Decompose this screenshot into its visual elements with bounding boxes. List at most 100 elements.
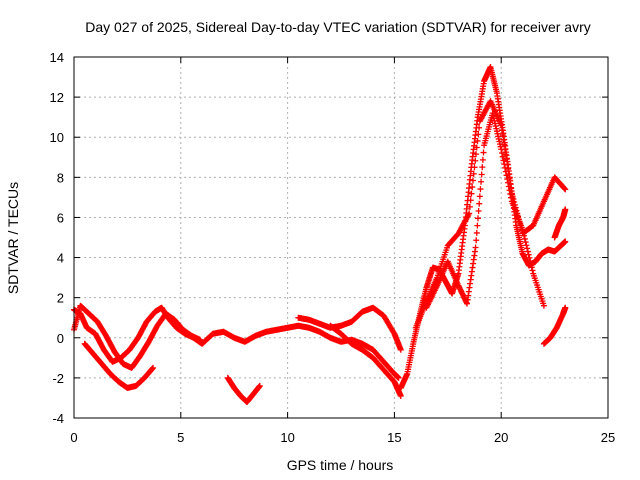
y-tick-label: -2 bbox=[52, 371, 64, 386]
axis-ticks: 0 5 10 15 20 25 -4 -2 0 2 4 6 8 10 12 14 bbox=[50, 50, 616, 445]
data-point bbox=[522, 239, 529, 246]
data-points bbox=[71, 64, 569, 405]
data-point bbox=[469, 184, 476, 191]
data-point bbox=[520, 229, 527, 236]
x-tick-label: 25 bbox=[601, 430, 615, 445]
data-point bbox=[498, 149, 505, 156]
data-point bbox=[397, 346, 404, 353]
data-point bbox=[478, 171, 485, 178]
data-point bbox=[503, 172, 510, 179]
data-point bbox=[480, 149, 487, 156]
data-point bbox=[475, 215, 482, 222]
series-track-h bbox=[412, 98, 569, 331]
x-tick-label: 0 bbox=[70, 430, 77, 445]
x-tick-label: 15 bbox=[387, 430, 401, 445]
data-point bbox=[470, 170, 477, 177]
data-point bbox=[508, 194, 515, 201]
data-point bbox=[476, 200, 483, 207]
data-point bbox=[469, 177, 476, 184]
data-point bbox=[562, 206, 569, 213]
data-point bbox=[521, 232, 528, 239]
data-point bbox=[562, 304, 569, 311]
data-point bbox=[527, 261, 534, 268]
plot-frame bbox=[73, 56, 609, 419]
data-point bbox=[476, 124, 483, 131]
y-tick-label: 10 bbox=[50, 130, 64, 145]
data-point bbox=[477, 186, 484, 193]
y-tick-label: 12 bbox=[50, 90, 64, 105]
data-point bbox=[519, 226, 526, 233]
data-point bbox=[502, 151, 509, 158]
data-point bbox=[505, 183, 512, 190]
x-tick-label: 10 bbox=[280, 430, 294, 445]
data-point bbox=[475, 131, 482, 138]
data-point bbox=[502, 168, 509, 175]
data-point bbox=[471, 164, 478, 171]
data-point bbox=[468, 190, 475, 197]
x-tick-label: 20 bbox=[494, 430, 508, 445]
data-point bbox=[498, 122, 505, 129]
data-point bbox=[479, 164, 486, 171]
data-point bbox=[503, 156, 510, 163]
data-point bbox=[524, 245, 531, 252]
data-point bbox=[150, 364, 157, 371]
gridlines bbox=[74, 57, 608, 418]
data-point bbox=[197, 336, 204, 343]
data-point bbox=[526, 254, 533, 261]
data-point bbox=[502, 164, 509, 171]
series-track-k bbox=[551, 206, 569, 241]
y-tick-label: 8 bbox=[57, 170, 64, 185]
series-track-g bbox=[397, 64, 569, 391]
data-point bbox=[476, 193, 483, 200]
y-tick-label: 2 bbox=[57, 291, 64, 306]
data-point bbox=[473, 151, 480, 158]
data-point bbox=[472, 157, 479, 164]
data-point bbox=[507, 190, 514, 197]
data-point bbox=[521, 235, 528, 242]
data-point bbox=[562, 238, 569, 245]
y-tick-label: -4 bbox=[52, 411, 64, 426]
data-point bbox=[505, 179, 512, 186]
data-point bbox=[472, 244, 479, 251]
data-point bbox=[479, 156, 486, 163]
y-tick-label: 4 bbox=[57, 251, 64, 266]
y-tick-label: 14 bbox=[50, 50, 64, 65]
series-track-f bbox=[327, 322, 404, 399]
data-point bbox=[473, 144, 480, 151]
data-point bbox=[499, 153, 506, 160]
data-point bbox=[473, 237, 480, 244]
chart-title: Day 027 of 2025, Sidereal Day-to-day VTE… bbox=[85, 19, 591, 35]
series-track-i bbox=[423, 110, 547, 311]
data-point bbox=[501, 161, 508, 168]
data-point bbox=[524, 248, 531, 255]
data-point bbox=[562, 186, 569, 193]
y-axis-label: SDTVAR / TECUs bbox=[5, 182, 21, 294]
data-point bbox=[529, 267, 536, 274]
data-point bbox=[561, 185, 568, 192]
series-track-b bbox=[71, 302, 204, 371]
data-point bbox=[473, 229, 480, 236]
data-point bbox=[475, 207, 482, 214]
data-point bbox=[397, 392, 404, 399]
data-point bbox=[474, 222, 481, 229]
y-tick-label: 6 bbox=[57, 210, 64, 225]
data-point bbox=[528, 264, 535, 271]
series-track-j bbox=[540, 304, 569, 347]
x-axis-label: GPS time / hours bbox=[287, 457, 394, 473]
data-point bbox=[466, 203, 473, 210]
data-point bbox=[540, 302, 547, 309]
data-point bbox=[478, 178, 485, 185]
y-tick-label: 0 bbox=[57, 331, 64, 346]
data-point bbox=[466, 210, 473, 217]
data-point bbox=[500, 136, 507, 143]
data-point bbox=[256, 382, 263, 389]
data-point bbox=[474, 137, 481, 144]
series-track-d bbox=[224, 374, 263, 405]
data-point bbox=[504, 176, 511, 183]
data-point bbox=[527, 257, 534, 264]
data-point bbox=[498, 127, 505, 134]
x-tick-label: 5 bbox=[177, 430, 184, 445]
data-point bbox=[523, 242, 530, 249]
data-point bbox=[525, 251, 532, 258]
